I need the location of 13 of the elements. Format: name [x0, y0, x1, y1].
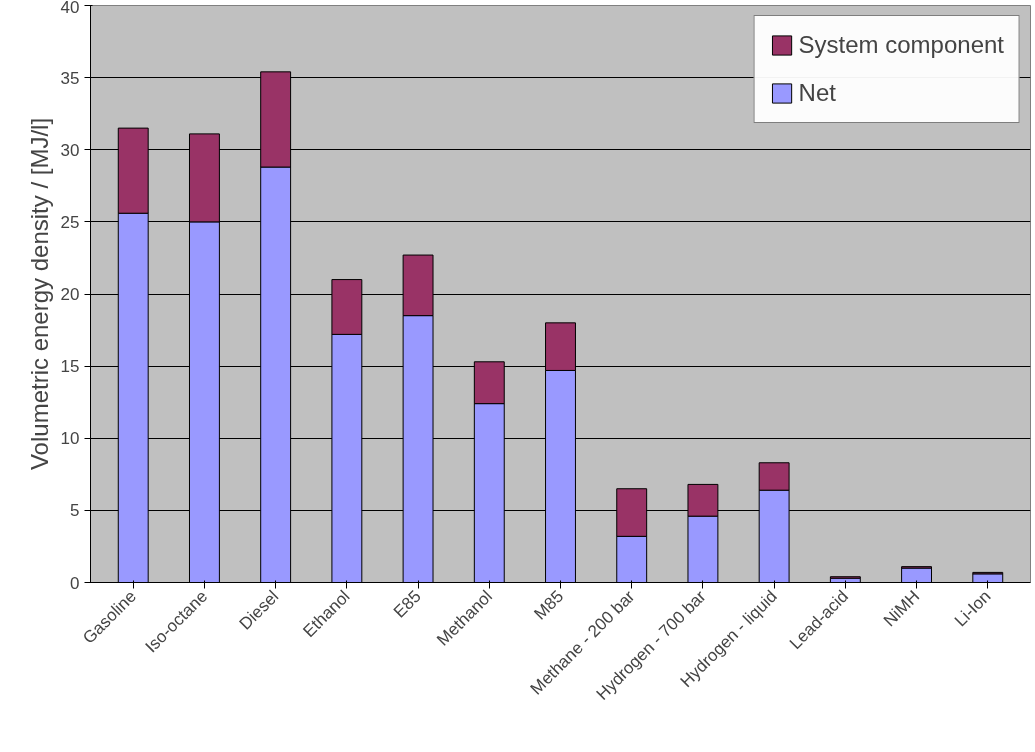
- y-tick-label: 15: [60, 357, 80, 377]
- y-tick-label: 10: [60, 429, 80, 449]
- x-tick-label: E85: [389, 586, 425, 622]
- y-tick-label: 35: [60, 68, 80, 88]
- legend-label: System component: [798, 31, 1004, 59]
- y-tick-label: 25: [60, 212, 80, 232]
- y-tick-label: 40: [60, 0, 80, 17]
- y-axis-title: Volumetric energy density / [MJ/l]: [25, 117, 53, 471]
- y-tick-label: 5: [70, 501, 80, 521]
- y-tick-label: 0: [70, 573, 80, 593]
- legend-label: Net: [798, 79, 836, 107]
- y-tick-label: 30: [60, 140, 80, 160]
- y-tick-label: 20: [60, 285, 80, 304]
